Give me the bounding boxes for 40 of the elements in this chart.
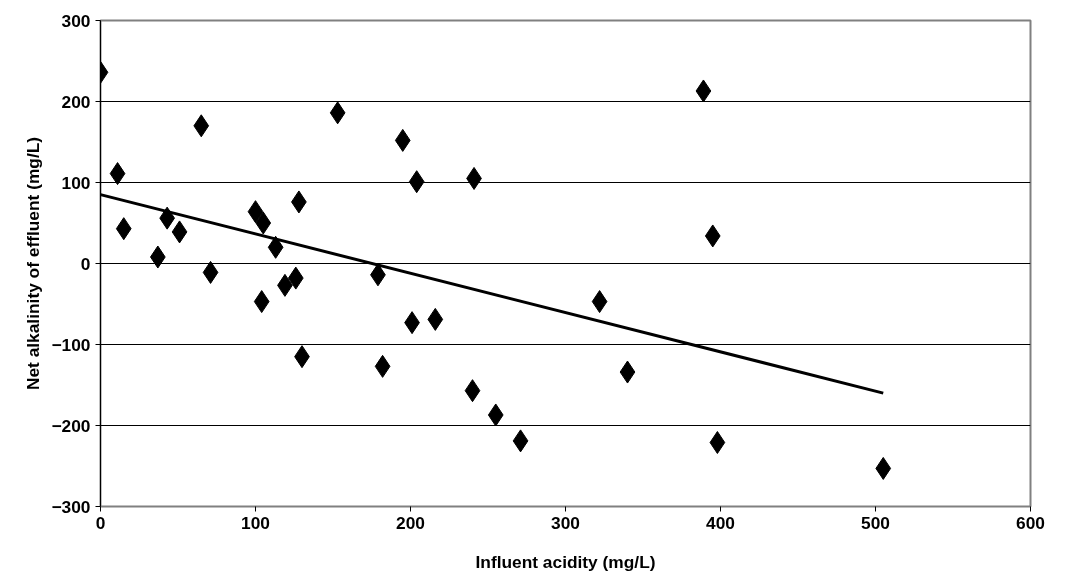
point — [394, 128, 411, 152]
point — [704, 224, 721, 248]
point — [115, 217, 132, 241]
point — [875, 456, 892, 480]
point — [591, 290, 608, 314]
x-tick-label: 0 — [95, 512, 106, 533]
point — [193, 114, 210, 138]
point — [695, 79, 712, 103]
y-tick-label: 100 — [61, 172, 91, 193]
point — [171, 220, 188, 244]
point — [255, 211, 272, 235]
point — [287, 266, 304, 290]
point — [619, 360, 636, 384]
point — [427, 307, 444, 331]
y-axis-title: Net alkalinity of effluent (mg/L) — [23, 136, 44, 391]
x-axis-title: Influent acidity (mg/L) — [475, 551, 656, 572]
x-tick-label: 300 — [551, 512, 580, 533]
point — [253, 290, 270, 314]
point — [408, 170, 425, 194]
x-tick-label: 600 — [1016, 512, 1045, 533]
point — [247, 200, 264, 224]
y-tick-label: −100 — [51, 334, 91, 355]
point — [512, 429, 529, 453]
x-tick-label: 200 — [396, 512, 425, 533]
point — [464, 379, 481, 403]
x-tick-label: 500 — [861, 512, 890, 533]
y-tick-label: −300 — [51, 496, 91, 517]
y-tick-label: 200 — [61, 91, 91, 112]
point — [374, 354, 391, 378]
point — [109, 162, 126, 186]
point — [709, 431, 726, 455]
point — [487, 403, 504, 427]
y-tick-label: 0 — [80, 253, 91, 274]
point — [329, 101, 346, 125]
y-tick-label: 300 — [61, 10, 91, 31]
x-tick-label: 400 — [706, 512, 735, 533]
point — [202, 260, 219, 284]
x-tick-label: 100 — [241, 512, 270, 533]
y-tick-label: −200 — [51, 415, 91, 436]
point — [267, 235, 284, 259]
